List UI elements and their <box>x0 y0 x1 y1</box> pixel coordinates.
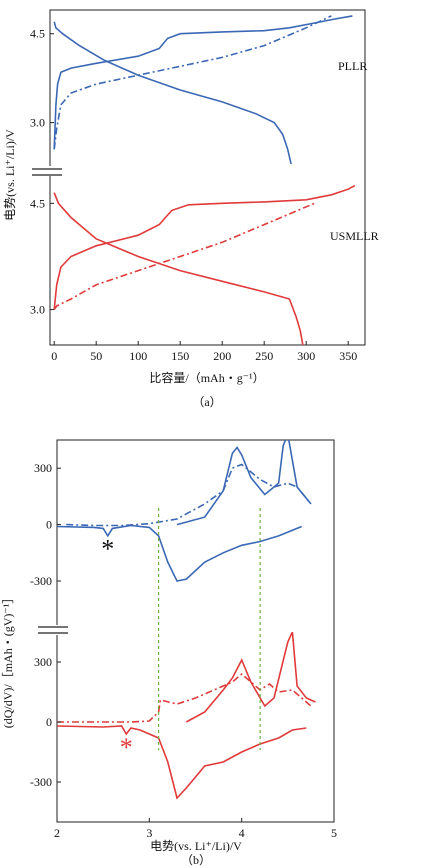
panel-a-ylabel: 电势(vs. Li⁺/Li)/V <box>3 129 17 221</box>
panel-a-xtick-label: 200 <box>213 349 231 363</box>
panel-a-ytick-label: 4.5 <box>30 196 45 210</box>
panel-a-xlabel: 比容量/（mAh・g⁻¹） <box>149 370 264 385</box>
usmllr-series-1 <box>53 184 356 310</box>
pllr-series-3 <box>53 15 332 150</box>
panel-a-bottom-plot <box>53 184 356 346</box>
usmllr-series-3 <box>53 202 315 311</box>
panel-a-xtick-label: 300 <box>297 349 315 363</box>
panel-b-axis-break <box>36 625 68 635</box>
panel-b-ytick-label: 300 <box>34 655 52 669</box>
panel-b-ytick-label: 0 <box>46 518 52 532</box>
panel-a-xtick-label: 350 <box>339 349 357 363</box>
panel-b-ytick-label: 300 <box>34 461 52 475</box>
panel-b-xtick-label: 5 <box>331 826 337 840</box>
panel-b-guide-lines <box>157 508 261 750</box>
panel-a-xtick-label: 100 <box>129 349 147 363</box>
pllr-dqdv-series-2 <box>57 524 302 582</box>
panel-a-xtick-label: 150 <box>171 349 189 363</box>
panel-b-xtick-label: 2 <box>54 826 60 840</box>
panel-a-label-pllr: PLLR <box>338 59 367 73</box>
panel-a-y-ticks: 3.0 4.5 3.0 4.5 <box>30 27 54 317</box>
panel-b-xlabel: 电势(vs. Li⁺/Li)/V <box>150 839 242 853</box>
panel-a-frame <box>49 9 366 346</box>
pllr-series-1 <box>53 15 353 150</box>
panel-a-xtick-label: 250 <box>255 349 273 363</box>
panel-a-ytick-label: 3.0 <box>30 116 45 130</box>
panel-b-ytick-label: -300 <box>30 775 52 789</box>
panel-a-x-ticks: 0 50 100 150 200 250 300 350 <box>51 341 357 363</box>
panel-a-xtick-label: 50 <box>90 349 102 363</box>
panel-a-ytick-label: 4.5 <box>30 27 45 41</box>
panel-b-caption: （b） <box>181 853 211 867</box>
panel-b-ylabel: (dQ/dV)/［mAh・(gV)⁻¹］ <box>1 592 15 729</box>
panel-a-xtick-label: 0 <box>51 349 57 363</box>
usmllr-dqdv-series-2 <box>57 725 307 800</box>
usmllr-dqdv-series-3 <box>185 632 316 723</box>
panel-a-top-plot <box>53 15 353 165</box>
panel-b-top-plot <box>57 440 312 582</box>
panel-b: 2 3 4 5 300 0 -300 300 0 -300 * * 电势(vs. Li⁺/Li)… <box>1 439 337 867</box>
panel-a-axis-break <box>30 166 62 176</box>
panel-a-ytick-label: 3.0 <box>30 303 45 317</box>
panel-b-xtick-label: 4 <box>239 826 245 840</box>
panel-a-label-usmllr: USMLLR <box>330 229 379 243</box>
panel-b-x-ticks: 2 3 4 5 <box>54 818 337 840</box>
pllr-dqdv-series-1 <box>66 463 312 527</box>
panel-b-marker-top: * <box>101 535 114 564</box>
panel-a: 0 50 100 150 200 250 300 350 3.04.53.04.5 PLLR … <box>3 9 379 409</box>
panel-b-ytick-label: 0 <box>46 715 52 729</box>
pllr-dqdv-series-3 <box>176 440 312 526</box>
panel-b-ytick-label: -300 <box>30 574 52 588</box>
panel-b-y-ticks: 300 0 -300 300 0 -300 <box>30 461 61 789</box>
panel-b-marker-bottom: * <box>120 733 133 762</box>
panel-a-caption: （a） <box>192 395 221 409</box>
usmllr-series-2 <box>53 192 304 346</box>
panel-b-xtick-label: 3 <box>146 826 152 840</box>
panel-b-frame <box>56 439 335 823</box>
usmllr-dqdv-series-1 <box>57 672 312 723</box>
panel-b-bottom-plot <box>57 632 316 800</box>
pllr-series-2 <box>53 21 292 165</box>
